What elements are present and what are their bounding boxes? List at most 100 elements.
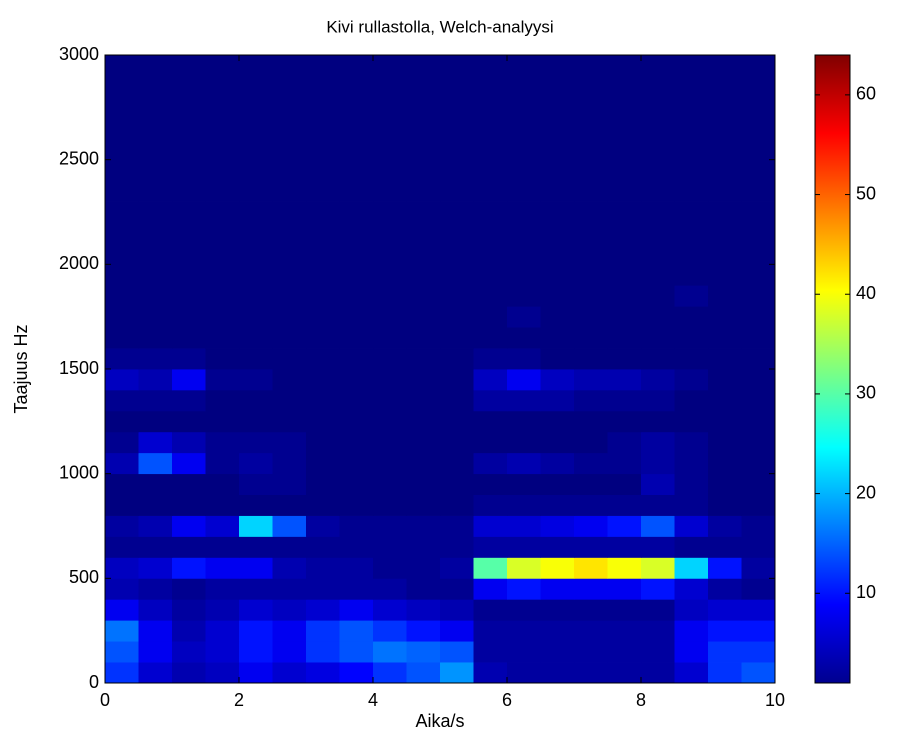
heatmap-cell bbox=[440, 96, 474, 119]
heatmap-cell bbox=[205, 327, 240, 349]
heatmap-cell bbox=[440, 55, 474, 77]
heatmap-cell bbox=[708, 264, 742, 286]
heatmap-cell bbox=[440, 264, 474, 286]
heatmap-cell bbox=[172, 557, 206, 579]
heatmap-cell bbox=[741, 348, 776, 370]
heatmap-cell bbox=[239, 557, 273, 579]
heatmap-cell bbox=[172, 641, 206, 663]
heatmap-cell bbox=[540, 662, 575, 684]
heatmap-cell bbox=[507, 410, 541, 433]
heatmap-cell bbox=[708, 536, 742, 558]
x-axis-label: Aika/s bbox=[415, 711, 464, 731]
heatmap-cell bbox=[339, 641, 374, 663]
heatmap-cell bbox=[339, 578, 374, 600]
heatmap-cell bbox=[507, 348, 541, 370]
heatmap-cell bbox=[172, 243, 206, 265]
heatmap-cell bbox=[607, 96, 642, 119]
heatmap-cell bbox=[641, 662, 675, 684]
heatmap-cell bbox=[708, 599, 742, 621]
heatmap-cell bbox=[473, 494, 508, 516]
heatmap-cell bbox=[406, 243, 441, 265]
heatmap-cell bbox=[239, 662, 273, 684]
heatmap-cell bbox=[239, 389, 273, 412]
heatmap-cell bbox=[540, 389, 575, 412]
heatmap-cell bbox=[205, 243, 240, 265]
heatmap-cell bbox=[272, 327, 307, 349]
x-tick-label: 4 bbox=[368, 690, 378, 710]
heatmap-cell bbox=[373, 327, 407, 349]
heatmap-cell bbox=[708, 369, 742, 391]
heatmap-cell bbox=[172, 117, 206, 140]
heatmap-cell bbox=[239, 515, 273, 537]
heatmap-cell bbox=[607, 599, 642, 621]
heatmap-cell bbox=[138, 327, 173, 349]
heatmap-cell bbox=[406, 159, 441, 181]
heatmap-cell bbox=[205, 662, 240, 684]
heatmap-cell bbox=[406, 117, 441, 140]
heatmap-cell bbox=[741, 96, 776, 119]
heatmap-cell bbox=[105, 473, 139, 495]
heatmap-cell bbox=[339, 410, 374, 433]
heatmap-cell bbox=[741, 578, 776, 600]
heatmap-cell bbox=[373, 578, 407, 600]
heatmap-cell bbox=[205, 473, 240, 495]
heatmap-cell bbox=[272, 117, 307, 140]
heatmap-cell bbox=[272, 599, 307, 621]
heatmap-cell bbox=[406, 557, 441, 579]
heatmap-cell bbox=[373, 599, 407, 621]
heatmap-cell bbox=[373, 75, 407, 98]
heatmap-cell bbox=[473, 389, 508, 412]
heatmap-cell bbox=[172, 264, 206, 286]
heatmap-cell bbox=[708, 431, 742, 454]
heatmap-cell bbox=[574, 285, 608, 307]
heatmap-cell bbox=[674, 557, 709, 579]
heatmap-cell bbox=[105, 410, 139, 433]
heatmap-cell bbox=[105, 452, 139, 475]
heatmap-cell bbox=[708, 620, 742, 642]
heatmap-cell bbox=[138, 96, 173, 119]
heatmap-cell bbox=[239, 222, 273, 244]
heatmap-cell bbox=[574, 55, 608, 77]
heatmap-cell bbox=[406, 599, 441, 621]
heatmap-cell bbox=[473, 410, 508, 433]
heatmap-cell bbox=[306, 159, 340, 181]
heatmap-cell bbox=[339, 327, 374, 349]
colorbar-frame bbox=[814, 54, 851, 684]
heatmap-cell bbox=[339, 473, 374, 495]
heatmap-cell bbox=[440, 452, 474, 475]
heatmap-cell bbox=[172, 180, 206, 202]
heatmap-cell bbox=[406, 662, 441, 684]
heatmap-cell bbox=[172, 285, 206, 307]
heatmap-cell bbox=[105, 431, 139, 454]
heatmap-cell bbox=[138, 620, 173, 642]
heatmap-cell bbox=[440, 662, 474, 684]
heatmap-cell bbox=[406, 327, 441, 349]
heatmap-cell bbox=[138, 599, 173, 621]
heatmap-cell bbox=[239, 159, 273, 181]
heatmap-cell bbox=[205, 431, 240, 454]
heatmap-cell bbox=[306, 578, 340, 600]
heatmap-cell bbox=[674, 578, 709, 600]
heatmap-cell bbox=[205, 306, 240, 328]
heatmap-cell bbox=[205, 410, 240, 433]
heatmap-cell bbox=[674, 138, 709, 161]
y-tick-label: 2000 bbox=[59, 253, 99, 273]
heatmap-cell bbox=[306, 138, 340, 161]
heatmap-cell bbox=[138, 452, 173, 475]
heatmap-cell bbox=[339, 536, 374, 558]
heatmap-cell bbox=[339, 243, 374, 265]
heatmap-cell bbox=[574, 641, 608, 663]
heatmap-cell bbox=[172, 515, 206, 537]
heatmap-cell bbox=[105, 641, 139, 663]
heatmap-cell bbox=[306, 599, 340, 621]
heatmap-cell bbox=[172, 410, 206, 433]
heatmap-cell bbox=[172, 431, 206, 454]
heatmap-cell bbox=[574, 431, 608, 454]
heatmap-cell bbox=[406, 389, 441, 412]
heatmap-cell bbox=[373, 662, 407, 684]
heatmap-cell bbox=[105, 117, 139, 140]
heatmap-cell bbox=[239, 117, 273, 140]
heatmap-cell bbox=[641, 620, 675, 642]
heatmap-cell bbox=[105, 389, 139, 412]
heatmap-cell bbox=[674, 75, 709, 98]
